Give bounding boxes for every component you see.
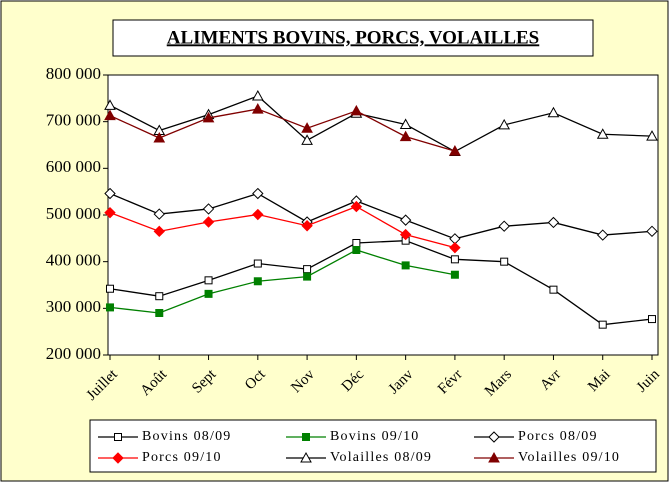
data-point [646,130,658,141]
data-point [204,276,213,285]
data-point [104,206,116,219]
data-point [204,289,213,298]
data-point [399,130,412,142]
data-point [352,246,361,254]
y-tick-label: 700 000 [46,111,101,130]
legend-marker [114,433,122,441]
data-point [251,89,264,101]
data-point [597,229,609,241]
data-point [301,134,313,145]
data-point [648,315,656,324]
plot-area [107,74,659,356]
data-point [155,309,164,317]
data-point [253,277,262,286]
legend-marker [112,452,124,464]
data-point [352,239,361,247]
data-point [399,118,412,129]
data-point [301,220,313,232]
legend-marker [488,431,500,443]
data-point [104,99,116,110]
data-point [153,208,165,220]
data-point [301,122,313,133]
y-tick-label: 200 000 [46,344,101,363]
data-point [498,118,511,130]
legend-label: Bovins 08/09 [142,429,231,444]
series-line [109,95,653,153]
y-tick-label: 500 000 [46,204,101,223]
data-point [399,228,412,241]
data-point [547,106,560,118]
data-point [106,303,114,312]
y-tick-label: 800 000 [46,64,101,83]
data-point [303,272,312,281]
data-point [303,265,312,274]
series-line [109,192,653,240]
y-tick-label: 600 000 [46,157,101,176]
legend-label: Bovins 09/10 [330,429,419,444]
data-point [646,225,658,238]
series-line [109,249,456,314]
series-line [109,108,456,152]
series-line [109,205,456,249]
data-point [399,214,412,226]
data-point [450,270,459,279]
chart-title: ALIMENTS BOVINS, PORCS, VOLAILLES [167,27,540,48]
data-point [155,292,164,301]
legend-label: Porcs 08/09 [518,429,598,444]
legend-box [89,419,657,473]
y-tick-label: 400 000 [46,251,101,270]
legend-marker [300,451,312,463]
data-point [498,220,510,232]
data-point [253,259,262,268]
data-point [202,111,215,123]
data-point [549,285,558,294]
data-point [104,109,116,121]
data-point [106,284,114,293]
data-point [547,216,560,229]
legend-label: Porcs 09/10 [142,450,222,465]
data-point [153,131,166,143]
data-point [252,208,264,221]
data-point [596,128,609,139]
data-point [449,145,461,156]
data-point [104,187,116,200]
data-point [401,261,410,270]
data-point [350,200,363,213]
legend-label: Volailles 08/09 [330,450,432,465]
legend-marker [488,451,500,463]
data-point [449,241,461,254]
legend-marker [302,433,310,441]
data-point [251,103,264,114]
data-point [202,216,215,228]
title-box [112,19,594,57]
data-point [598,320,607,329]
data-point [500,257,509,266]
data-point [252,187,264,200]
data-point [202,203,215,215]
series-line [109,240,653,326]
data-point [153,225,165,238]
legend-label: Volailles 09/10 [518,450,620,465]
data-point [450,255,459,264]
y-tick-label: 300 000 [46,297,101,316]
data-point [350,104,363,116]
